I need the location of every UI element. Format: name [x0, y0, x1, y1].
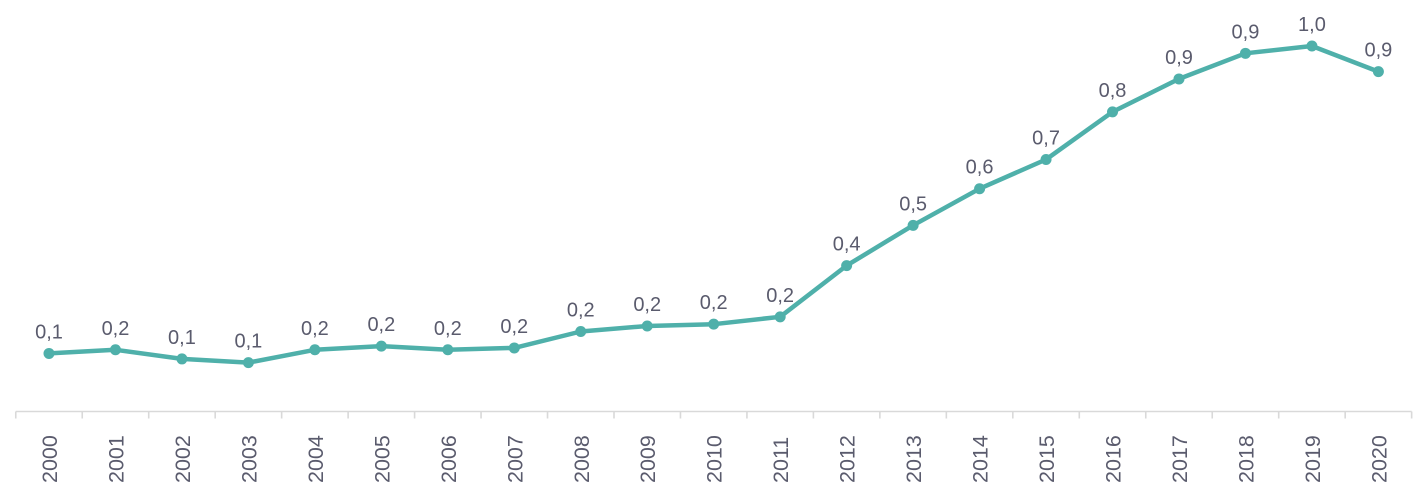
x-tick-label: 2020 [1367, 435, 1391, 483]
x-tick-label: 2012 [836, 435, 860, 483]
data-point-label: 0,1 [235, 331, 263, 353]
x-tick-label: 2000 [38, 435, 62, 483]
data-point [641, 320, 653, 332]
data-point-label: 0,4 [833, 234, 861, 256]
x-tick-label: 2011 [769, 437, 793, 483]
x-tick-label: 2009 [636, 435, 660, 483]
x-tick-label: 2006 [437, 435, 461, 483]
data-point-label: 0,2 [102, 318, 130, 340]
data-point-label: 0,2 [301, 318, 329, 340]
data-point [1107, 106, 1119, 118]
x-tick-label: 2005 [370, 435, 394, 483]
x-tick-label: 2003 [237, 435, 261, 483]
x-tick-label: 2008 [570, 435, 594, 483]
data-point-label: 0,2 [700, 292, 728, 314]
data-point [109, 344, 121, 356]
data-point [841, 260, 853, 272]
data-point-label: 0,9 [1232, 21, 1260, 43]
data-point-label: 0,2 [567, 299, 595, 321]
data-point-label: 0,8 [1099, 80, 1127, 102]
data-point [242, 357, 254, 369]
data-point-label: 0,9 [1364, 40, 1392, 62]
data-point-label: 0,9 [1165, 47, 1193, 69]
data-point-label: 0,7 [1032, 127, 1060, 149]
data-point [974, 183, 986, 195]
data-point-label: 0,1 [168, 327, 196, 349]
data-point-label: 0,2 [633, 294, 661, 316]
data-point-label: 1,0 [1298, 14, 1326, 36]
data-point [1173, 73, 1185, 85]
data-point-label: 0,2 [766, 285, 794, 307]
data-point [1040, 153, 1052, 165]
x-tick-label: 2002 [171, 435, 195, 483]
x-tick-label: 2018 [1234, 435, 1258, 483]
x-tick-label: 2015 [1035, 435, 1059, 483]
x-tick-label: 2004 [304, 435, 328, 483]
data-point [508, 342, 520, 354]
x-tick-label: 2014 [969, 435, 993, 483]
data-point-label: 0,6 [966, 157, 994, 179]
data-point-label: 0,2 [434, 318, 462, 340]
data-point [442, 344, 454, 356]
data-point [1306, 40, 1318, 52]
data-point [774, 311, 786, 323]
data-point-label: 0,1 [35, 321, 63, 343]
x-tick-label: 2017 [1168, 435, 1192, 483]
data-point-label: 0,5 [899, 193, 927, 215]
data-point [575, 325, 587, 337]
data-point [1239, 47, 1251, 59]
data-point-label: 0,2 [367, 314, 395, 336]
x-tick-label: 2019 [1301, 435, 1325, 483]
data-point [375, 340, 387, 352]
data-point-label: 0,2 [500, 316, 528, 338]
x-tick-label: 2013 [902, 435, 926, 483]
data-point [176, 353, 188, 365]
x-tick-label: 2016 [1102, 435, 1126, 483]
x-tick-label: 2001 [104, 435, 128, 483]
x-tick-label: 2010 [703, 435, 727, 483]
series-line [46, 43, 1381, 365]
data-point [309, 344, 321, 356]
data-point [43, 347, 55, 359]
x-tick-label: 2007 [503, 435, 527, 483]
data-point [907, 219, 919, 231]
data-point [708, 318, 720, 330]
data-point [1372, 66, 1384, 78]
